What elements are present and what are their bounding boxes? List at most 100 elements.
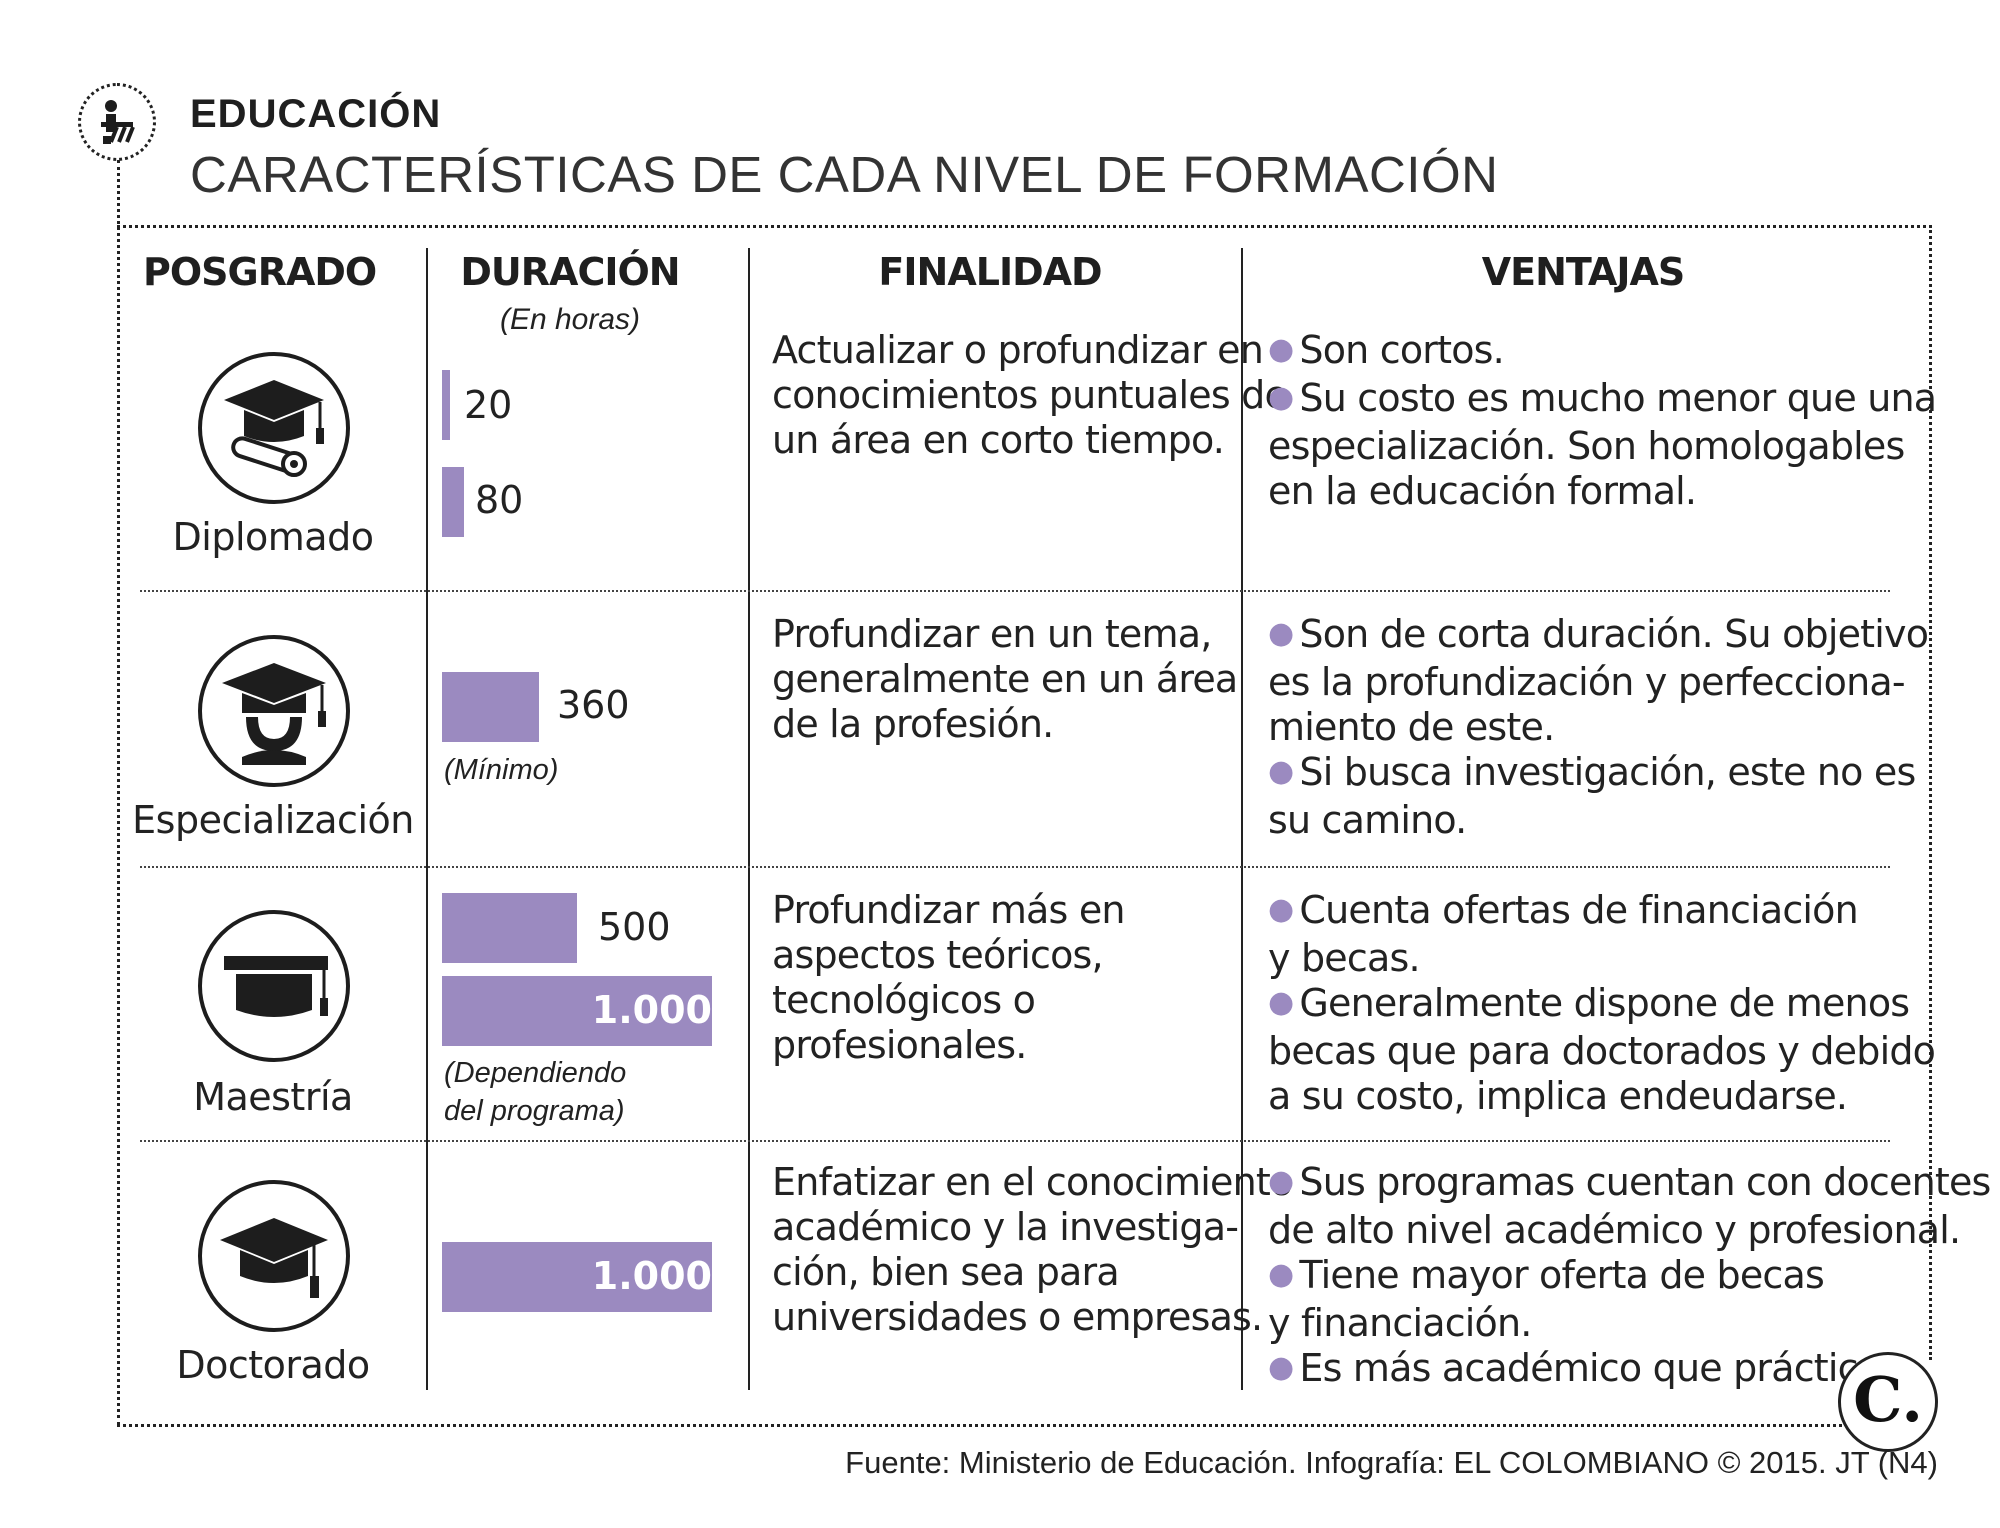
- bullet-icon: ●: [1268, 1350, 1294, 1385]
- duration-bar-360: [442, 672, 539, 742]
- advantage-line: ● Si busca investigación, este no es: [1268, 750, 1928, 798]
- column-header-duration: DURACIÓN: [460, 250, 680, 294]
- advantage-line: miento de este.: [1268, 705, 1928, 750]
- bullet-icon: ●: [1268, 616, 1294, 651]
- advantage-text: Es más académico que práctico.: [1299, 1346, 1891, 1390]
- advantage-text: Son de corta duración. Su objetivo: [1299, 612, 1929, 656]
- advantage-line: en la educación formal.: [1268, 469, 1936, 514]
- row-separator: [140, 866, 1890, 868]
- purpose-diplomado: Actualizar o profundizar en conocimiento…: [772, 328, 1288, 463]
- column-divider: [748, 248, 750, 1390]
- duration-value-360: 360: [557, 683, 630, 727]
- level-name-maestria: Maestría: [193, 1075, 353, 1119]
- advantage-text: becas que para doctorados y debido: [1268, 1029, 1936, 1073]
- el-colombiano-logo: C.: [1838, 1352, 1938, 1452]
- duration-value-20: 20: [464, 383, 513, 427]
- row-separator: [140, 1140, 1890, 1142]
- note-line: (Dependiendo: [444, 1057, 627, 1089]
- duration-bar-500: [442, 893, 577, 963]
- advantage-text: y becas.: [1268, 936, 1421, 980]
- purpose-line: académico y la investiga-: [772, 1205, 1239, 1249]
- purpose-line: un área en corto tiempo.: [772, 418, 1225, 462]
- purpose-line: Enfatizar en el conocimiento: [772, 1160, 1293, 1204]
- advantages-doctorado: ● Sus programas cuentan con docentes de al…: [1268, 1160, 1991, 1394]
- advantage-line: ● Generalmente dispone de menos: [1268, 981, 1935, 1029]
- advantage-text: su camino.: [1268, 798, 1467, 842]
- advantage-text: a su costo, implica endeudarse.: [1268, 1074, 1848, 1118]
- purpose-line: Profundizar en un tema,: [772, 612, 1212, 656]
- section-label: EDUCACIÓN: [190, 92, 442, 136]
- advantage-text: miento de este.: [1268, 705, 1555, 749]
- level-name-doctorado: Doctorado: [176, 1343, 370, 1387]
- advantage-line: de alto nivel académico y profesional.: [1268, 1208, 1991, 1253]
- bullet-icon: ●: [1268, 985, 1294, 1020]
- advantage-line: ● Es más académico que práctico.: [1268, 1346, 1991, 1394]
- purpose-line: de la profesión.: [772, 702, 1054, 746]
- purpose-especializacion: Profundizar en un tema, generalmente en …: [772, 612, 1238, 747]
- page-title: CARACTERÍSTICAS DE CADA NIVEL DE FORMACI…: [190, 146, 1499, 203]
- duration-unit: (En horas): [499, 303, 641, 336]
- advantage-text: en la educación formal.: [1268, 469, 1697, 513]
- advantage-text: Sus programas cuentan con docentes: [1299, 1160, 1991, 1204]
- duration-value-1000: 1.000: [591, 988, 712, 1032]
- column-header-level: POSGRADO: [143, 250, 377, 294]
- advantages-diplomado: ● Son cortos. ● Su costo es mucho menor que…: [1268, 328, 1937, 514]
- education-icon: [78, 83, 156, 161]
- advantages-especializacion: ● Son de corta duración. Su objetivo es la…: [1268, 612, 1929, 843]
- advantage-line: ● Cuenta ofertas de financiación: [1268, 888, 1935, 936]
- duration-bar-1000: [442, 976, 712, 1046]
- purpose-line: aspectos teóricos,: [772, 933, 1104, 977]
- duration-value-1000: 1.000: [591, 1254, 712, 1298]
- duration-value-80: 80: [475, 478, 524, 522]
- bullet-icon: ●: [1268, 754, 1294, 789]
- column-header-advantages: VENTAJAS: [1481, 250, 1685, 294]
- advantage-line: becas que para doctorados y debido: [1268, 1029, 1936, 1074]
- note-line: del programa): [444, 1095, 625, 1127]
- purpose-line: Actualizar o profundizar en: [772, 328, 1264, 372]
- purpose-line: tecnológicos o: [772, 978, 1036, 1022]
- brand-letter: C.: [1853, 1363, 1923, 1436]
- advantage-line: y becas.: [1268, 936, 1935, 981]
- advantage-text: Si busca investigación, este no es: [1299, 750, 1916, 794]
- bullet-icon: ●: [1268, 1257, 1294, 1292]
- duration-bar-20: [442, 370, 450, 440]
- purpose-line: conocimientos puntuales de: [772, 373, 1288, 417]
- advantage-text: Son cortos.: [1299, 328, 1504, 372]
- column-divider: [1241, 248, 1243, 1390]
- advantage-line: ● Son cortos.: [1268, 328, 1936, 376]
- bullet-icon: ●: [1268, 892, 1294, 927]
- advantage-text: de alto nivel académico y profesional.: [1268, 1208, 1961, 1252]
- advantage-line: ● Son de corta duración. Su objetivo: [1268, 612, 1929, 660]
- purpose-line: Profundizar más en: [772, 888, 1125, 932]
- purpose-doctorado: Enfatizar en el conocimiento académico y…: [772, 1160, 1293, 1340]
- purpose-line: generalmente en un área: [772, 657, 1238, 701]
- frame-left-dotted-line: [117, 160, 120, 1425]
- frame-right-dotted-line: [1929, 225, 1932, 1360]
- frame-bottom-dotted-line: [117, 1424, 1842, 1427]
- purpose-line: universidades o empresas.: [772, 1295, 1263, 1339]
- mortarboard-icon: [198, 1180, 350, 1332]
- bullet-icon: ●: [1268, 332, 1294, 367]
- advantage-line: ● Tiene mayor oferta de becas: [1268, 1253, 1991, 1301]
- advantage-text: Su costo es mucho menor que una: [1299, 376, 1937, 420]
- advantages-maestria: ● Cuenta ofertas de financiación y becas. ●…: [1268, 888, 1936, 1119]
- graduation-cap-diploma-icon: [198, 352, 350, 504]
- bullet-icon: ●: [1268, 380, 1294, 415]
- duration-note: (Dependiendo del programa): [444, 1054, 626, 1130]
- advantage-line: su camino.: [1268, 798, 1928, 843]
- advantage-text: Cuenta ofertas de financiación: [1299, 888, 1858, 932]
- duration-bar-80: [442, 467, 464, 537]
- advantage-line: ● Su costo es mucho menor que una: [1268, 376, 1937, 424]
- duration-note: (Mínimo): [444, 754, 559, 786]
- duration-value-500: 500: [598, 905, 671, 949]
- level-name-diplomado: Diplomado: [172, 515, 374, 559]
- purpose-line: profesionales.: [772, 1023, 1027, 1067]
- duration-bar-1000: [442, 1242, 712, 1312]
- advantage-text: Generalmente dispone de menos: [1299, 981, 1910, 1025]
- source-footer: Fuente: Ministerio de Educación. Infogra…: [845, 1445, 1938, 1480]
- column-divider: [426, 248, 428, 1390]
- bullet-icon: ●: [1268, 1164, 1294, 1199]
- advantage-line: ● Sus programas cuentan con docentes: [1268, 1160, 1991, 1208]
- advantage-text: es la profundización y perfecciona-: [1268, 660, 1906, 704]
- level-name-especializacion: Especialización: [132, 798, 414, 842]
